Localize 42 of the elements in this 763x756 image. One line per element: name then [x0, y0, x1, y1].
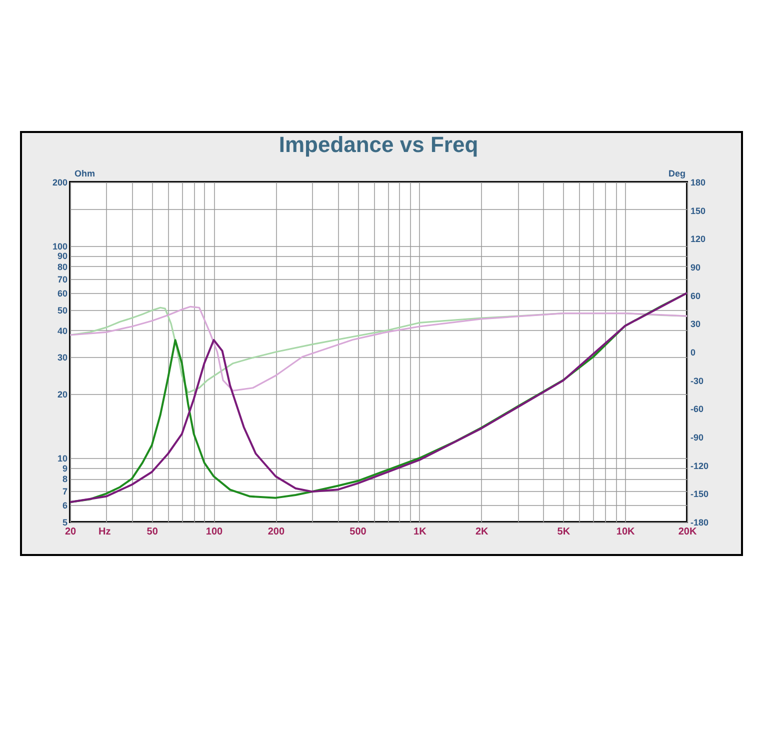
- y-tick-label: 9: [62, 463, 68, 474]
- x-tick-label: 500: [350, 526, 367, 538]
- y-tick-label: 10: [57, 454, 68, 464]
- y2-tick-label: -60: [690, 404, 704, 414]
- y-tick-label: 70: [57, 274, 68, 284]
- y-tick-label: 50: [57, 305, 68, 316]
- y-tick-label: 6: [62, 500, 68, 511]
- y-tick-label: 30: [57, 352, 68, 362]
- y-tick-label: 100: [52, 241, 68, 252]
- y-tick-label: 200: [52, 178, 68, 188]
- x-tick-label: 20K: [678, 526, 698, 538]
- x-tick-label: 50: [146, 526, 158, 538]
- y2-tick-label: 30: [690, 319, 701, 330]
- y2-tick-label: -180: [690, 518, 709, 528]
- y-tick-label: 40: [57, 326, 68, 336]
- x-tick-label: 200: [268, 526, 285, 538]
- y2-tick-label: -120: [690, 460, 709, 471]
- y-tick-label: 7: [62, 486, 68, 496]
- y-tick-label: 60: [57, 288, 68, 298]
- y-axis-title: Ohm: [74, 168, 96, 178]
- y2-tick-label: -90: [690, 432, 704, 442]
- y2-tick-label: 0: [690, 348, 696, 358]
- y2-tick-label: 60: [690, 290, 701, 301]
- y-tick-label: 90: [57, 251, 68, 262]
- chart-title: Impedance vs Freq: [278, 132, 478, 157]
- y2-tick-label: 120: [690, 234, 706, 244]
- x-tick-label: 2K: [475, 526, 489, 538]
- y2-tick-label: 180: [690, 178, 706, 188]
- y2-tick-label: 90: [690, 262, 701, 272]
- y-tick-label: 20: [57, 390, 68, 400]
- x-tick-label: 1K: [414, 526, 428, 538]
- y-tick-label: 80: [57, 262, 68, 272]
- x-tick-label: 100: [206, 526, 224, 538]
- y2-tick-label: -150: [690, 489, 709, 500]
- y2-tick-label: 150: [690, 206, 706, 216]
- x-tick-label: 10K: [616, 526, 636, 538]
- y2-tick-label: -30: [690, 376, 704, 386]
- x-axis-title: Hz: [98, 526, 111, 538]
- x-tick-label: 5K: [557, 526, 571, 538]
- y-tick-label: 8: [62, 474, 68, 484]
- y2-axis-title: Deg: [668, 168, 686, 178]
- y-tick-label: 5: [62, 518, 68, 528]
